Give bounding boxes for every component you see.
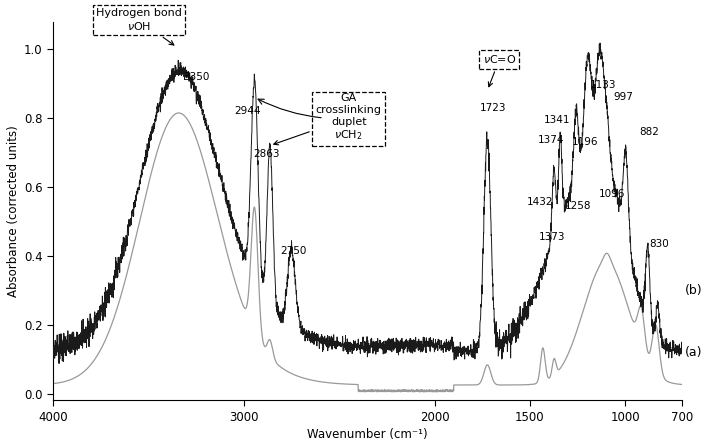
Text: Hydrogen bond
$\nu$OH: Hydrogen bond $\nu$OH — [96, 8, 182, 45]
Text: 2944: 2944 — [235, 106, 261, 116]
Y-axis label: Absorbance (corrected units): Absorbance (corrected units) — [7, 125, 20, 297]
Text: 2863: 2863 — [254, 149, 280, 159]
Text: 830: 830 — [649, 239, 669, 249]
Text: 1374: 1374 — [537, 135, 564, 146]
Text: (a): (a) — [685, 346, 702, 359]
Text: 1096: 1096 — [599, 189, 625, 199]
Text: (b): (b) — [685, 284, 703, 297]
Text: 2750: 2750 — [280, 246, 306, 256]
Text: 1196: 1196 — [571, 137, 598, 147]
Text: 997: 997 — [613, 92, 633, 102]
X-axis label: Wavenumber (cm⁻¹): Wavenumber (cm⁻¹) — [308, 428, 428, 441]
Text: 1341: 1341 — [544, 115, 570, 125]
Text: GA
crosslinking
duplet
$\nu$CH$_2$: GA crosslinking duplet $\nu$CH$_2$ — [274, 94, 381, 145]
Text: 3350: 3350 — [183, 72, 209, 82]
Text: 882: 882 — [639, 127, 659, 137]
Text: 1133: 1133 — [589, 80, 616, 90]
Text: 1723: 1723 — [479, 103, 506, 112]
Text: 1258: 1258 — [565, 201, 592, 211]
Text: 1432: 1432 — [527, 198, 553, 207]
Text: 1373: 1373 — [539, 232, 566, 242]
Text: $\nu$C=O: $\nu$C=O — [483, 53, 516, 86]
